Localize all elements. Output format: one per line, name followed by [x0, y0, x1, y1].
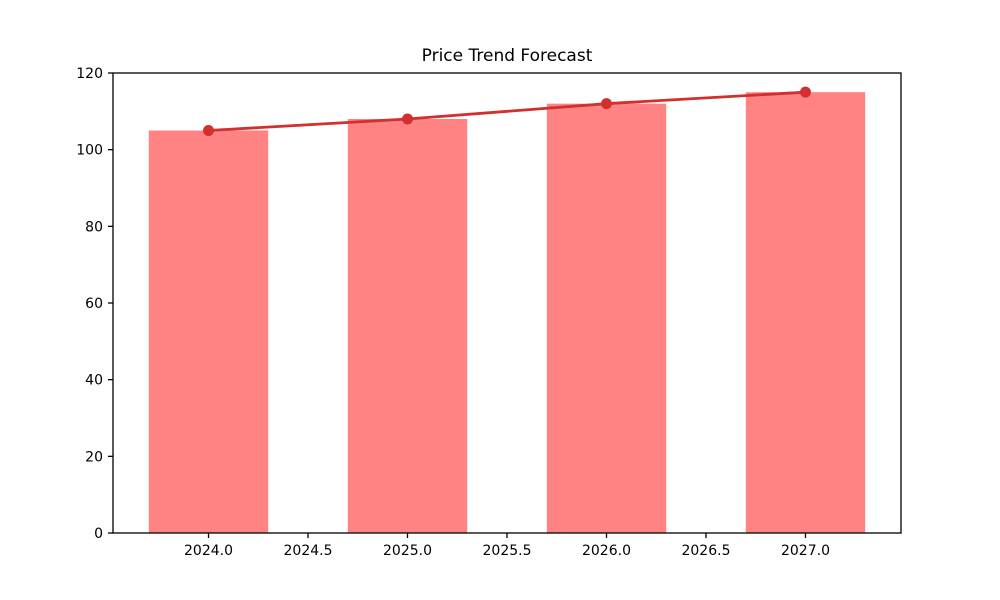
trend-marker-2026 — [600, 98, 612, 110]
x-tick-label: 2025.5 — [483, 543, 532, 559]
bar-2025 — [347, 119, 468, 533]
y-tick-label: 40 — [85, 373, 103, 389]
bar-2026 — [546, 103, 667, 534]
x-tick-label: 2024.5 — [284, 543, 333, 559]
x-tick-label: 2024.0 — [184, 543, 233, 559]
trend-marker-2027 — [799, 86, 811, 98]
bar-2027 — [745, 92, 866, 534]
x-tick-label: 2026.0 — [582, 543, 631, 559]
y-tick-label: 100 — [76, 143, 103, 159]
x-tick-label: 2025.0 — [383, 543, 432, 559]
x-tick-label: 2027.0 — [781, 543, 830, 559]
trend-marker-2024 — [203, 125, 215, 136]
x-tick-label: 2026.5 — [681, 543, 730, 559]
trend-line — [207, 90, 807, 132]
y-tick-label: 20 — [85, 449, 103, 465]
y-tick-label: 120 — [76, 66, 103, 82]
y-tick-label: 60 — [85, 296, 103, 312]
chart-title: Price Trend Forecast — [421, 46, 593, 66]
bar-2024 — [148, 130, 269, 533]
y-tick-label: 80 — [85, 219, 103, 235]
y-tick-label: 0 — [94, 526, 103, 542]
trend-marker-2025 — [402, 113, 414, 125]
